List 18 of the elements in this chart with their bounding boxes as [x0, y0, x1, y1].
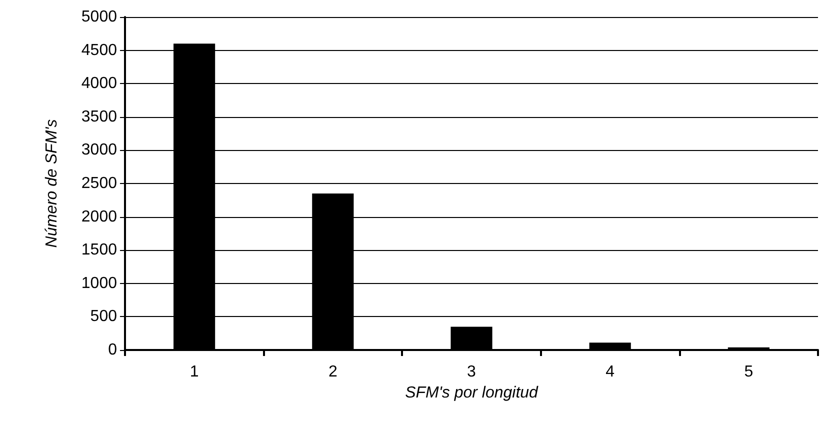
y-tick-label: 3000 — [81, 142, 118, 159]
y-tick-label: 5000 — [81, 8, 118, 26]
x-tick-label: 2 — [328, 364, 338, 380]
y-tick-label: 4500 — [81, 42, 118, 59]
y-tick-label: 1000 — [81, 274, 118, 292]
x-tick-label: 5 — [744, 364, 754, 380]
x-tick-label: 1 — [190, 364, 199, 380]
x-tick-label: 3 — [467, 364, 476, 380]
y-tick-label: 2000 — [81, 208, 118, 226]
y-tick-label: 500 — [90, 308, 118, 326]
y-axis-title: Número de SFM's — [44, 119, 60, 248]
x-axis-title: SFM's por longitud — [405, 384, 540, 402]
y-tick-label: 0 — [108, 342, 118, 358]
y-tick-label: 2500 — [81, 175, 118, 192]
x-tick-label: 4 — [606, 364, 615, 380]
y-tick-label: 4000 — [81, 75, 118, 92]
y-tick-label: 3500 — [81, 108, 118, 126]
y-tick-label: 1500 — [81, 242, 118, 259]
